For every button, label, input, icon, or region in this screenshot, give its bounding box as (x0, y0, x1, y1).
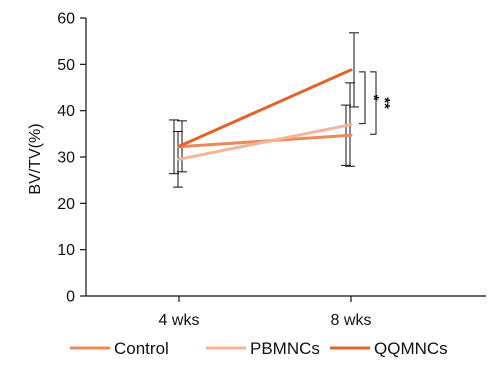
significance-label: * (365, 95, 382, 101)
legend-label-control: Control (114, 339, 169, 358)
y-axis-label: BV/TV(%) (27, 123, 44, 194)
significance-label: ** (376, 97, 393, 109)
axes: 0 10 20 30 40 50 60 4 wks 8 wks BV/TV(%) (27, 11, 486, 329)
x-tick-label: 4 wks (159, 312, 200, 329)
y-tick-label: 60 (57, 11, 75, 28)
series-line-qqmncs (177, 68, 353, 148)
y-tick-label: 20 (57, 196, 75, 213)
significance-bracket (359, 71, 366, 125)
x-tick-label: 8 wks (331, 312, 372, 329)
significance-brackets: *** (359, 71, 393, 135)
legend: Control PBMNCs QQMNCs (70, 339, 448, 358)
y-tick-label: 10 (57, 242, 75, 259)
series-line-pbmncs (177, 123, 353, 161)
significance-bracket (370, 71, 377, 135)
series-lines (177, 68, 353, 161)
legend-label-pbmncs: PBMNCs (250, 339, 320, 358)
legend-label-qqmncs: QQMNCs (374, 339, 448, 358)
y-tick-label: 30 (57, 150, 75, 167)
y-tick-label: 40 (57, 103, 75, 120)
y-tick-label: 50 (57, 57, 75, 74)
y-tick-label: 0 (66, 289, 75, 306)
